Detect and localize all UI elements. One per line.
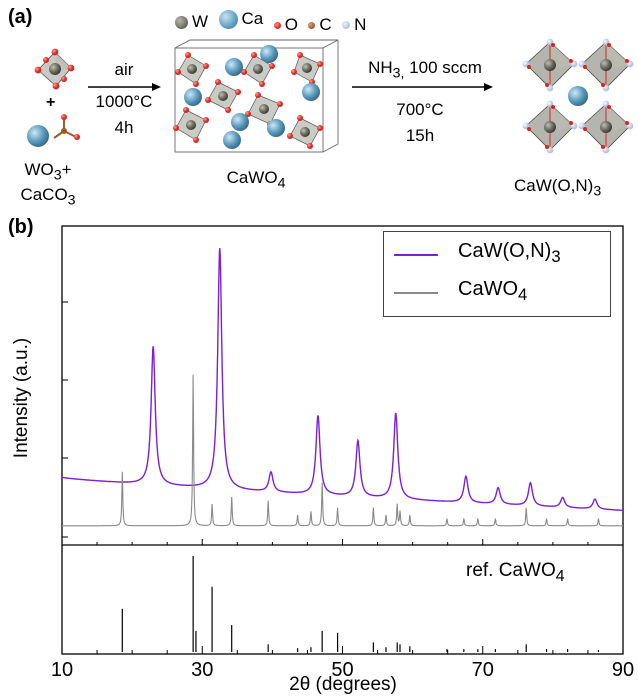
legend-swatch-cawo4 [394,292,438,294]
n-atom-icon [342,20,351,29]
legend-cawo4-base: CaWO [458,278,518,300]
atom-legend-o: O [273,15,298,35]
legend-box: CaW(O,N)3 CaWO4 [383,231,611,317]
legend-cawo4-sub: 4 [518,285,528,304]
atom-legend-ca: Ca [218,9,264,29]
atom-legend-w-label: W [192,12,209,31]
step2-temperature: 700°C [396,100,444,119]
panel-a-label: (a) [8,6,33,28]
legend-cawon3-sub: 3 [551,247,561,266]
atom-legend-w: W [175,12,208,32]
caco3-molecule-icon [27,114,80,147]
o-atom-icon [273,21,281,29]
step2-time: 15h [405,126,435,145]
precursors-label: WO3+ CaCO3 [20,160,75,211]
plus-sign: + [46,94,56,111]
atom-legend-n: N [342,15,366,35]
intermediate-base: CaWO [226,168,278,187]
cawon3-crystal-icon [522,38,634,154]
atom-legend-n-label: N [354,14,367,34]
product-base: CaW(O,N) [514,176,594,195]
series-cawon3-line [61,248,623,511]
reference-label: ref. CaWO4 [466,560,565,586]
x-tick-label: 70 [472,659,494,681]
step2-gas-base: NH [368,58,393,77]
step1-time: 4h [114,118,134,137]
x-tick-label: 90 [612,659,634,681]
series-cawo4-line [62,374,623,527]
precursor-plus: + [61,160,72,179]
product-label: CaW(O,N)3 [514,176,601,199]
w-atom-icon [175,15,188,29]
y-axis-label: Intensity (a.u.) [11,337,32,459]
legend-swatch-cawon3 [394,254,438,256]
step1-gas: air [114,60,134,79]
reference-label-sub: 4 [555,567,565,585]
x-axis-label: 2θ (degrees) [289,674,397,695]
step2-flow: 100 sccm [404,58,482,77]
atom-legend-ca-label: Ca [241,9,264,28]
atom-legend: W Ca O C N [175,9,372,35]
wo3-octahedron-icon [34,48,75,90]
intermediate-label: CaWO4 [227,168,286,191]
reference-label-base: ref. CaWO [466,560,556,581]
legend-label-cawon3: CaW(O,N)3 [458,240,561,267]
x-tick-label: 50 [331,659,353,681]
precursor-caco3-base: CaCO [20,185,68,205]
precursor-caco3-sub: 3 [67,192,76,209]
precursor-wo3-base: WO [24,160,54,179]
product-sub: 3 [593,183,602,200]
step2-gas: NH3, 100 sccm [368,58,482,81]
x-tick-label: 30 [191,659,213,681]
step1-temperature: 1000°C [95,92,153,111]
legend-label-cawo4: CaWO4 [458,278,527,305]
c-atom-icon [308,21,316,29]
atom-legend-c: C [308,15,332,35]
ca-atom-icon [218,9,238,29]
atom-legend-o-label: O [284,15,298,34]
x-tick-label: 10 [51,659,73,681]
panel-b-label: (b) [8,216,34,238]
step2-gas-sub: 3, [392,65,405,82]
synthesis-schematic [27,38,634,154]
atom-legend-c-label: C [319,15,332,34]
cawo4-crystal-icon [173,39,339,153]
precursor-wo3-sub: 3 [53,167,62,184]
intermediate-sub: 4 [277,175,286,192]
legend-cawon3-base: CaW(O,N) [458,240,552,262]
